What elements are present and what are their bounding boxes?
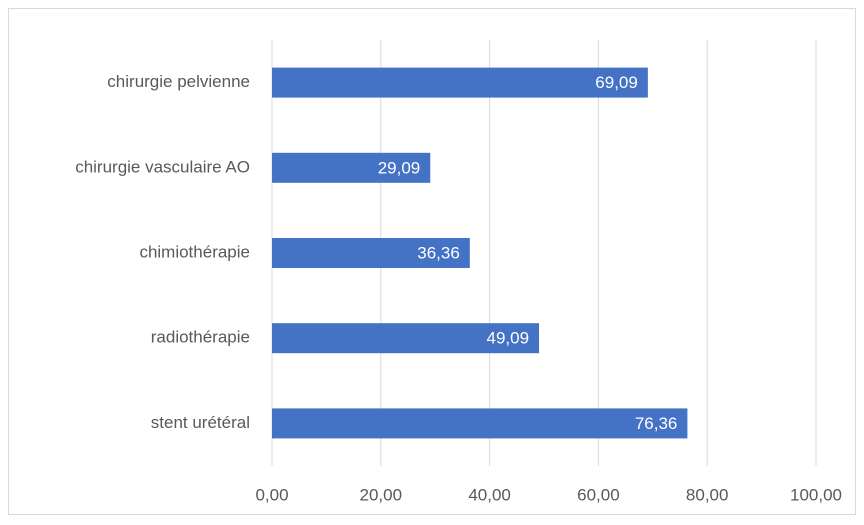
data-label: 49,09 [487, 329, 530, 348]
y-tick-label: chirurgie pelvienne [107, 72, 250, 91]
x-tick-label: 40,00 [468, 485, 511, 504]
data-label: 29,09 [378, 158, 421, 177]
x-tick-label: 60,00 [577, 485, 620, 504]
bar [272, 408, 688, 439]
data-label: 69,09 [595, 73, 638, 92]
bar [272, 323, 540, 354]
bar [272, 152, 431, 183]
y-tick-label: chimiothérapie [139, 242, 250, 261]
y-tick-label: radiothérapie [151, 328, 250, 347]
y-tick-label: chirurgie vasculaire AO [75, 157, 250, 176]
x-tick-label: 20,00 [360, 485, 403, 504]
x-tick-label: 80,00 [686, 485, 729, 504]
data-label: 36,36 [417, 243, 460, 262]
x-tick-label: 100,00 [790, 485, 842, 504]
x-tick-label: 0,00 [255, 485, 288, 504]
data-label: 76,36 [635, 414, 678, 433]
y-tick-label: stent urétéral [151, 413, 250, 432]
bar [272, 238, 470, 268]
bar [272, 67, 648, 98]
